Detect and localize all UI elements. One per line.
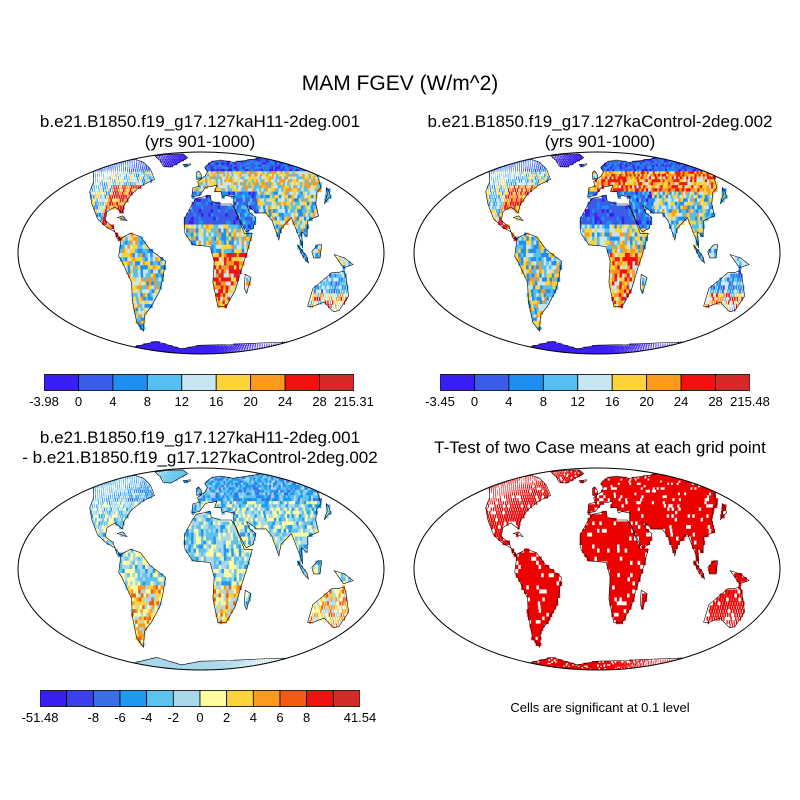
colorbar-label: 20 xyxy=(639,394,654,409)
colorbar-label: -3.45 xyxy=(425,394,455,409)
colorbar-label: 28 xyxy=(312,394,327,409)
colorbar-label: 6 xyxy=(276,710,284,725)
panel-2-title: b.e21.B1850.f19_g17.127kaControl-2deg.00… xyxy=(400,112,800,152)
significance-note: Cells are significant at 0.1 level xyxy=(510,700,690,715)
gridded-field xyxy=(77,470,363,670)
colorbar-label: 12 xyxy=(570,394,585,409)
colorbar-swatch xyxy=(66,690,94,707)
colorbar-label: -2 xyxy=(167,710,180,725)
panel-2-title-line1: b.e21.B1850.f19_g17.127kaControl-2deg.00… xyxy=(427,112,773,131)
colorbar-label: -6 xyxy=(114,710,126,725)
map-border xyxy=(17,467,385,671)
gridded-field xyxy=(473,470,759,670)
colorbar-swatch xyxy=(680,374,716,391)
map-panel-4-ttest xyxy=(413,467,781,671)
colorbar-swatch xyxy=(577,374,613,391)
figure-title: MAM FGEV (W/m^2) xyxy=(301,72,499,95)
colorbar-swatch xyxy=(611,374,648,391)
panel-4-title: T-Test of two Case means at each grid po… xyxy=(400,438,800,458)
colorbar-label: 0 xyxy=(196,710,204,725)
colorbar-swatch xyxy=(146,374,183,391)
panel-2-title-line2: (yrs 901-1000) xyxy=(544,132,656,151)
colorbar-swatch xyxy=(252,690,281,707)
colorbar-label: 215.31 xyxy=(334,394,374,409)
map-border xyxy=(413,151,781,355)
colorbar-label: 4 xyxy=(109,394,117,409)
colorbar-label: 4 xyxy=(249,710,257,725)
colorbar-label: 20 xyxy=(243,394,258,409)
colorbar-swatch xyxy=(440,374,475,391)
colorbar-swatch xyxy=(199,690,228,707)
colorbar-swatch xyxy=(226,690,254,707)
colorbar-swatch xyxy=(146,690,174,707)
colorbar-swatch xyxy=(284,374,320,391)
colorbar-panel-3: -51.48 -8 -6 -4 -2 0 2 4 6 8 41.54 xyxy=(22,690,376,725)
colorbar-swatch xyxy=(112,374,148,391)
colorbar-label: 16 xyxy=(208,394,224,409)
colorbar-swatch xyxy=(646,374,682,391)
colorbar-swatch xyxy=(508,374,544,391)
colorbar-swatch xyxy=(715,374,750,391)
panel-3-title-line2: - b.e21.B1850.f19_g17.127kaControl-2deg.… xyxy=(22,448,378,467)
panel-1-title: b.e21.B1850.f19_g17.127kaH11-2deg.001 (y… xyxy=(0,112,400,152)
colorbar-swatch xyxy=(40,690,68,707)
colorbar-label: -8 xyxy=(87,710,100,725)
colorbar-swatch xyxy=(319,374,354,391)
colorbar-label: 16 xyxy=(604,394,620,409)
colorbar-swatch xyxy=(181,374,217,391)
colorbar-label: 12 xyxy=(174,394,189,409)
colorbar-panel-1: -3.98 0 4 8 12 16 20 24 28 215.31 xyxy=(29,374,374,409)
colorbar-swatch xyxy=(542,374,579,391)
map-panel-2 xyxy=(413,151,781,355)
colorbar-label: 0 xyxy=(74,394,83,409)
colorbar-label: 28 xyxy=(708,394,723,409)
colorbar-panel-2: -3.45 0 4 8 12 16 20 24 28 215.48 xyxy=(425,374,770,409)
gridded-field xyxy=(473,154,759,354)
colorbar-label: 2 xyxy=(223,710,231,725)
colorbar-label: 41.54 xyxy=(343,710,377,725)
colorbar-label: 215.48 xyxy=(730,394,770,409)
colorbar-swatch xyxy=(215,374,252,391)
colorbar-swatch xyxy=(172,690,201,707)
colorbar-swatch xyxy=(92,690,121,707)
panel-3-title: b.e21.B1850.f19_g17.127kaH11-2deg.001 - … xyxy=(0,428,400,468)
map-panel-1 xyxy=(17,151,385,355)
colorbar-swatch xyxy=(119,690,148,707)
panel-1-title-line1: b.e21.B1850.f19_g17.127kaH11-2deg.001 xyxy=(39,112,361,131)
panel-4-title-line1: T-Test of two Case means at each grid po… xyxy=(434,438,766,457)
colorbar-swatch xyxy=(306,690,334,707)
colorbar-label: -3.98 xyxy=(29,394,59,409)
map-border xyxy=(413,467,781,671)
colorbar-swatch xyxy=(474,374,510,391)
colorbar-label: 8 xyxy=(143,394,151,409)
colorbar-label: 24 xyxy=(673,394,689,409)
gridded-field xyxy=(77,154,363,354)
colorbar-label: 8 xyxy=(303,710,311,725)
colorbar-swatch xyxy=(78,374,114,391)
colorbar-label: -4 xyxy=(140,710,153,725)
panel-3-title-line1: b.e21.B1850.f19_g17.127kaH11-2deg.001 xyxy=(39,428,361,447)
colorbar-swatch xyxy=(44,374,79,391)
colorbar-swatch xyxy=(279,690,308,707)
colorbar-label: 8 xyxy=(539,394,547,409)
map-border xyxy=(17,151,385,355)
colorbar-label: 0 xyxy=(470,394,479,409)
panel-1-title-line2: (yrs 901-1000) xyxy=(144,132,256,151)
map-panel-3-difference xyxy=(17,467,385,671)
colorbar-swatch xyxy=(332,690,360,707)
colorbar-label: 24 xyxy=(277,394,293,409)
colorbar-swatch xyxy=(250,374,286,391)
colorbar-label: -51.48 xyxy=(21,710,59,725)
colorbar-label: 4 xyxy=(505,394,513,409)
